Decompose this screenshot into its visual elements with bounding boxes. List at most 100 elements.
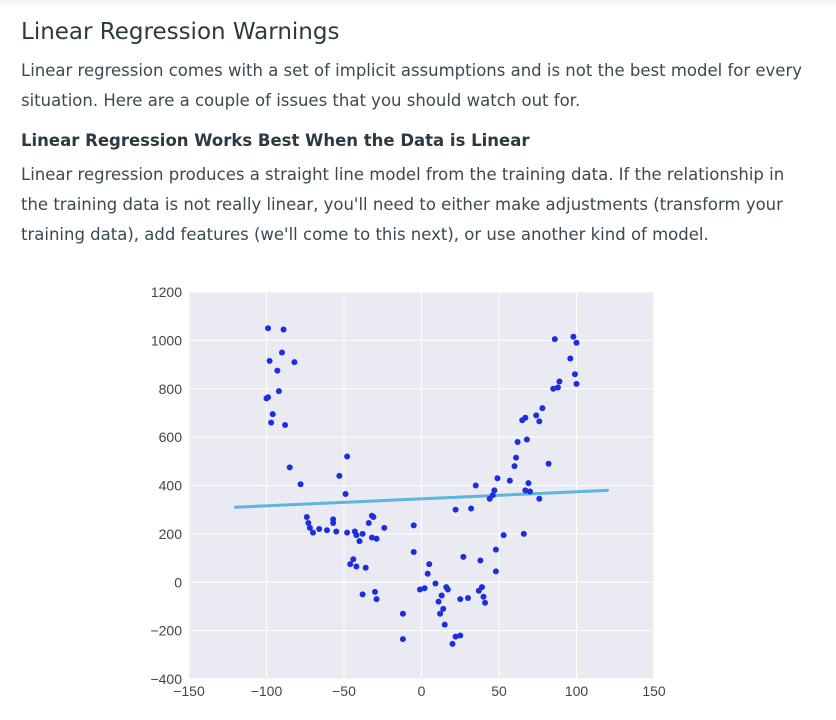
data-point [492, 546, 499, 553]
data-point [457, 596, 464, 603]
x-tick-label: 150 [642, 683, 666, 699]
y-tick-label: 800 [159, 381, 183, 397]
data-point [457, 632, 464, 639]
data-point [373, 596, 380, 603]
y-tick-label: 600 [159, 429, 183, 445]
data-point [303, 513, 310, 520]
data-point [520, 530, 527, 537]
data-point [353, 532, 360, 539]
data-point [426, 561, 433, 568]
y-tick-label: 1200 [151, 284, 182, 300]
data-point [452, 633, 459, 640]
data-point [477, 557, 484, 564]
data-point [437, 610, 444, 617]
section-paragraph: Linear regression produces a straight li… [21, 165, 785, 244]
intro-paragraph: Linear regression comes with a set of im… [21, 61, 803, 110]
data-point [465, 594, 471, 601]
data-point [265, 325, 272, 332]
data-point [513, 454, 520, 461]
data-point [438, 592, 445, 599]
data-point [533, 412, 540, 419]
x-tick-label: −100 [251, 683, 283, 699]
data-point [570, 333, 577, 340]
data-point [522, 487, 529, 494]
data-point [297, 481, 304, 488]
data-point [344, 529, 351, 536]
data-point [344, 453, 351, 460]
x-tick-label: 0 [418, 683, 426, 699]
y-tick-label: −200 [150, 623, 182, 639]
data-point [460, 553, 467, 560]
grid-lines [188, 291, 655, 680]
section-heading: Linear Regression Works Best When the Da… [21, 131, 530, 150]
data-point [525, 480, 532, 487]
regression-line [234, 488, 609, 509]
data-point [330, 516, 337, 523]
data-point [567, 355, 574, 362]
data-point [440, 605, 447, 612]
data-point [368, 534, 375, 541]
data-point [506, 477, 513, 484]
data-point [551, 336, 558, 343]
data-point [381, 524, 388, 531]
data-point [489, 492, 496, 499]
data-point [539, 405, 546, 412]
y-tick-label: 1000 [151, 332, 182, 348]
data-point [492, 568, 499, 575]
data-point [347, 561, 354, 568]
x-tick-label: −150 [173, 683, 205, 699]
data-point [482, 599, 489, 606]
data-point [432, 580, 439, 587]
data-point [342, 490, 349, 497]
data-point [573, 339, 580, 346]
data-point [305, 519, 312, 526]
y-tick-label: −400 [150, 671, 182, 687]
x-tick-label: −50 [332, 683, 356, 699]
data-point [373, 535, 380, 542]
fit-line-group [234, 488, 609, 509]
data-point [280, 326, 287, 333]
data-point [410, 522, 417, 529]
data-point [571, 371, 578, 378]
data-point [336, 472, 343, 479]
data-point [554, 384, 561, 391]
x-tick-label: 50 [491, 683, 507, 699]
y-tick-label: 400 [159, 478, 183, 494]
data-point [410, 549, 417, 556]
data-point [452, 506, 459, 513]
data-point [269, 411, 276, 418]
data-point [468, 505, 475, 512]
data-point [333, 528, 340, 535]
data-points [263, 325, 580, 647]
data-point [399, 636, 406, 643]
data-point [365, 519, 372, 526]
data-point [416, 586, 423, 593]
data-point [353, 563, 360, 570]
y-axis-ticks: 1200 1000 800 600 400 200 0 −200 −400 [150, 284, 182, 687]
data-point [472, 482, 479, 489]
data-point [310, 529, 316, 536]
data-point [372, 588, 378, 595]
data-point [545, 460, 552, 467]
data-point [441, 621, 448, 628]
data-point [370, 513, 377, 520]
data-point [356, 538, 363, 545]
data-point [522, 414, 529, 421]
data-point [449, 640, 456, 647]
y-tick-label: 200 [159, 526, 183, 542]
data-point [494, 475, 501, 482]
top-shadow-bar [0, 0, 836, 8]
data-point [478, 584, 485, 591]
data-point [266, 357, 273, 364]
data-point [306, 524, 313, 531]
data-point [556, 378, 563, 385]
data-point [500, 532, 507, 539]
data-point [291, 359, 298, 366]
data-point [350, 556, 357, 563]
data-point [536, 495, 543, 502]
x-axis-ticks: −150 −100 −50 0 50 100 150 [173, 683, 666, 699]
data-point [286, 464, 293, 471]
data-point [550, 385, 557, 392]
data-point [265, 394, 272, 401]
